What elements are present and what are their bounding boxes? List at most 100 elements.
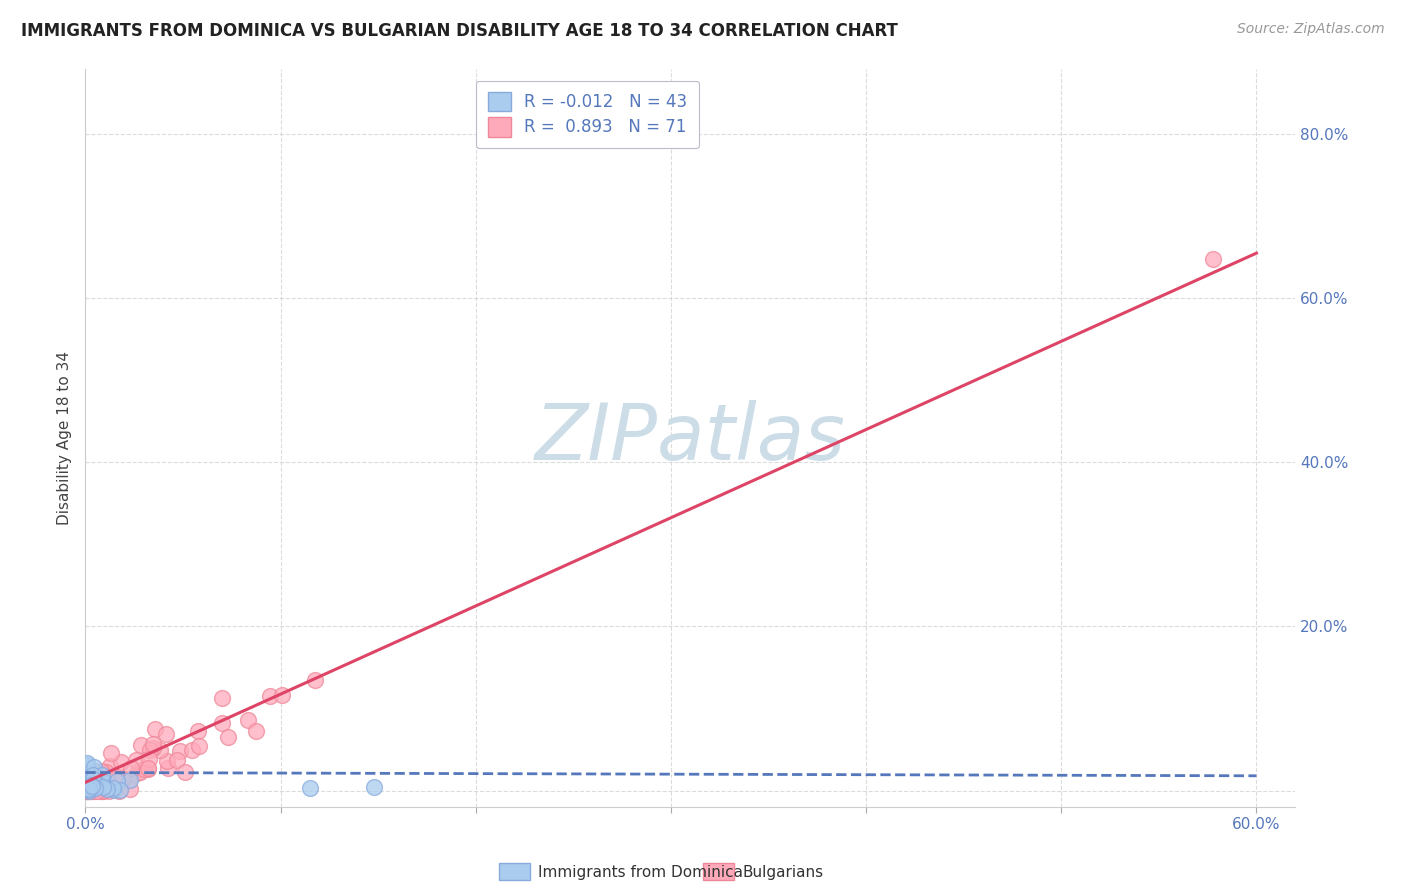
- Point: [79, 780, 101, 795]
- Point: [84, 780, 107, 795]
- Point: [112, 772, 135, 787]
- Point: [100, 746, 122, 760]
- Point: [187, 724, 209, 739]
- Point: [211, 691, 233, 706]
- Point: [82, 779, 104, 793]
- Point: [180, 743, 202, 757]
- Point: [217, 731, 239, 745]
- Point: [136, 763, 159, 777]
- Legend: R = -0.012   N = 43, R =  0.893   N = 71: R = -0.012 N = 43, R = 0.893 N = 71: [477, 80, 699, 148]
- Point: [120, 773, 142, 788]
- Point: [125, 766, 148, 780]
- Text: IMMIGRANTS FROM DOMINICA VS BULGARIAN DISABILITY AGE 18 TO 34 CORRELATION CHART: IMMIGRANTS FROM DOMINICA VS BULGARIAN DI…: [21, 22, 898, 40]
- Point: [100, 780, 122, 794]
- Point: [77, 773, 100, 788]
- Point: [79, 777, 101, 791]
- Point: [110, 756, 132, 770]
- Point: [298, 781, 321, 796]
- Point: [89, 781, 111, 796]
- Point: [91, 774, 114, 789]
- Point: [211, 716, 233, 731]
- Point: [89, 779, 111, 793]
- Point: [1202, 252, 1225, 266]
- Point: [363, 780, 385, 794]
- Point: [89, 777, 111, 791]
- Point: [156, 761, 179, 775]
- Point: [86, 783, 108, 797]
- Point: [76, 783, 98, 797]
- Point: [93, 775, 115, 789]
- Point: [82, 779, 104, 793]
- Point: [80, 777, 103, 791]
- Point: [76, 756, 98, 770]
- Text: Source: ZipAtlas.com: Source: ZipAtlas.com: [1237, 22, 1385, 37]
- Point: [103, 770, 125, 784]
- Point: [80, 779, 103, 793]
- Point: [156, 755, 179, 769]
- Point: [139, 743, 162, 757]
- Point: [77, 772, 100, 787]
- Point: [77, 783, 100, 797]
- Point: [76, 779, 98, 793]
- Point: [187, 739, 209, 754]
- Point: [76, 781, 98, 796]
- Point: [142, 737, 165, 751]
- Point: [76, 780, 98, 794]
- Point: [105, 773, 128, 788]
- Point: [132, 762, 155, 776]
- Point: [83, 764, 105, 778]
- Point: [108, 783, 131, 797]
- Point: [107, 773, 129, 788]
- Point: [82, 780, 104, 795]
- Point: [142, 741, 165, 756]
- Point: [96, 771, 118, 785]
- Point: [131, 738, 153, 752]
- Point: [76, 776, 98, 790]
- Point: [77, 782, 100, 797]
- Point: [80, 783, 103, 797]
- Point: [125, 753, 148, 767]
- Point: [82, 768, 104, 782]
- Point: [76, 783, 98, 797]
- Point: [87, 783, 110, 797]
- Point: [90, 783, 112, 797]
- Point: [136, 761, 159, 775]
- Point: [90, 768, 112, 782]
- Point: [111, 772, 134, 786]
- Point: [76, 783, 98, 797]
- Point: [155, 727, 177, 741]
- Point: [174, 764, 197, 779]
- Point: [245, 723, 267, 738]
- Point: [82, 783, 104, 797]
- Point: [110, 783, 132, 797]
- Point: [169, 744, 191, 758]
- Point: [166, 753, 188, 767]
- Point: [87, 778, 110, 792]
- Point: [103, 781, 125, 796]
- Point: [93, 766, 115, 780]
- Point: [76, 783, 98, 797]
- Point: [76, 758, 98, 772]
- Point: [118, 773, 141, 788]
- Point: [90, 783, 112, 797]
- Point: [120, 761, 142, 775]
- Point: [83, 779, 105, 793]
- Text: ZIPatlas: ZIPatlas: [534, 400, 846, 475]
- Point: [82, 772, 104, 787]
- Point: [91, 780, 114, 794]
- Point: [91, 783, 114, 797]
- Point: [103, 782, 125, 797]
- Point: [96, 782, 118, 797]
- Point: [90, 781, 112, 796]
- Point: [83, 779, 105, 793]
- Point: [80, 778, 103, 792]
- Point: [259, 690, 281, 704]
- Point: [84, 774, 107, 789]
- Point: [138, 752, 160, 766]
- Point: [82, 777, 104, 791]
- Point: [77, 780, 100, 795]
- Point: [97, 783, 120, 797]
- Point: [143, 722, 166, 736]
- Point: [96, 764, 118, 779]
- Text: Bulgarians: Bulgarians: [742, 865, 824, 880]
